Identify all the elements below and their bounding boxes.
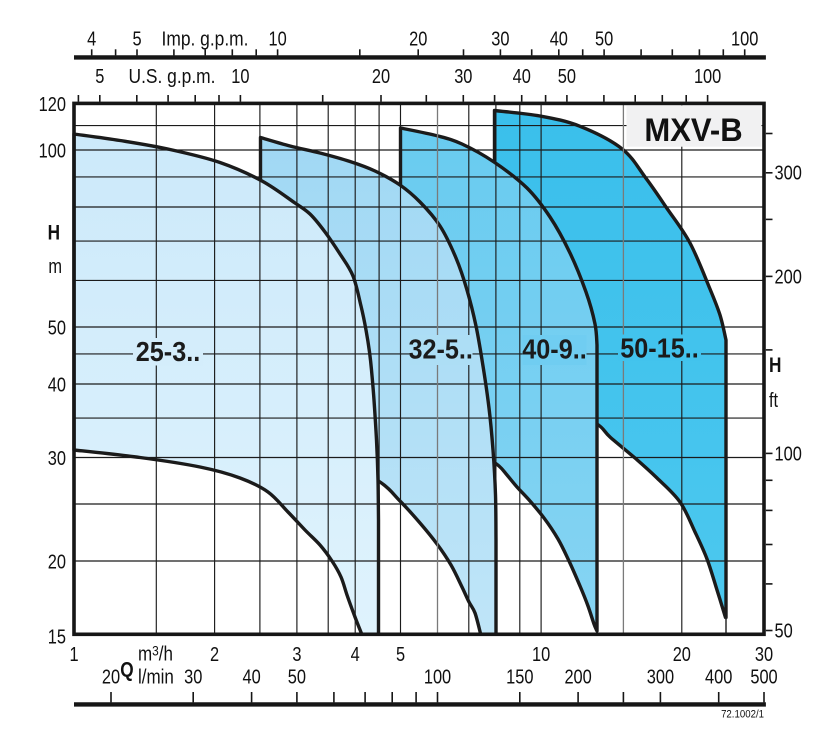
svg-text:15: 15: [48, 625, 66, 648]
svg-text:400: 400: [705, 665, 732, 688]
svg-text:300: 300: [647, 665, 674, 688]
svg-text:40: 40: [513, 64, 531, 87]
svg-text:200: 200: [775, 265, 802, 288]
svg-text:20: 20: [372, 64, 390, 87]
svg-text:100: 100: [731, 27, 758, 50]
svg-text:150: 150: [506, 665, 533, 688]
svg-text:30: 30: [184, 665, 202, 688]
svg-text:200: 200: [564, 665, 591, 688]
svg-text:100: 100: [694, 64, 721, 87]
svg-text:10: 10: [268, 27, 286, 50]
svg-text:MXV-B: MXV-B: [644, 112, 742, 149]
svg-text:30: 30: [755, 642, 773, 665]
svg-text:H: H: [769, 355, 781, 378]
svg-text:50-15..: 50-15..: [620, 332, 698, 364]
svg-text:30: 30: [48, 446, 66, 469]
svg-text:5: 5: [396, 642, 405, 665]
svg-text:4: 4: [351, 642, 360, 665]
svg-text:4: 4: [87, 27, 96, 50]
svg-text:300: 300: [775, 161, 802, 184]
svg-text:H: H: [48, 222, 60, 245]
svg-text:100: 100: [424, 665, 451, 688]
svg-text:50: 50: [595, 27, 613, 50]
svg-text:20: 20: [48, 550, 66, 573]
svg-text:20: 20: [673, 642, 691, 665]
svg-text:Imp. g.p.m.: Imp. g.p.m.: [162, 27, 249, 49]
svg-text:40-9..: 40-9..: [522, 333, 586, 365]
svg-text:10: 10: [532, 642, 550, 665]
svg-text:500: 500: [750, 665, 777, 688]
svg-text:20: 20: [102, 665, 120, 688]
svg-text:5: 5: [95, 64, 104, 87]
svg-text:100: 100: [39, 139, 66, 162]
svg-text:25-3..: 25-3..: [136, 336, 200, 368]
svg-text:72.1002/1: 72.1002/1: [721, 708, 764, 721]
svg-text:30: 30: [491, 27, 509, 50]
svg-text:50: 50: [288, 665, 306, 688]
svg-text:l/min: l/min: [138, 665, 174, 688]
svg-text:Q: Q: [120, 659, 133, 682]
svg-text:2: 2: [210, 642, 219, 665]
svg-text:40: 40: [242, 665, 260, 688]
svg-text:U.S. g.p.m.: U.S. g.p.m.: [129, 65, 216, 87]
svg-text:10: 10: [231, 64, 249, 87]
svg-text:5: 5: [132, 27, 141, 50]
svg-text:40: 40: [550, 27, 568, 50]
svg-text:30: 30: [454, 64, 472, 87]
svg-text:50: 50: [775, 619, 793, 642]
svg-text:m: m: [48, 254, 62, 277]
svg-text:20: 20: [409, 27, 427, 50]
svg-text:120: 120: [39, 92, 66, 115]
svg-text:50: 50: [558, 64, 576, 87]
svg-text:ft: ft: [769, 389, 778, 412]
svg-text:40: 40: [48, 373, 66, 396]
svg-text:100: 100: [775, 442, 802, 465]
svg-text:m3/h: m3/h: [138, 642, 173, 665]
svg-text:3: 3: [292, 642, 301, 665]
svg-text:32-5..: 32-5..: [408, 333, 472, 365]
svg-text:50: 50: [48, 316, 66, 339]
svg-text:1: 1: [69, 642, 78, 665]
